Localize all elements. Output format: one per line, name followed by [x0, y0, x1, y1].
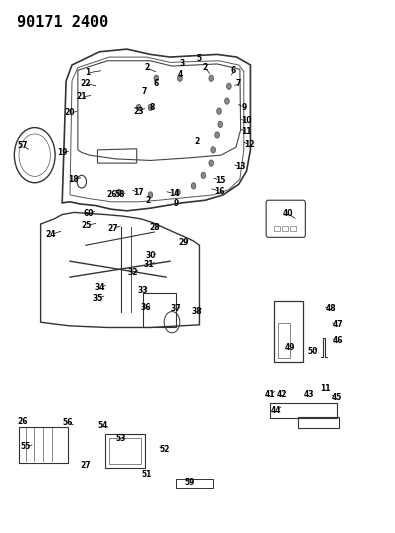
Text: 9: 9	[241, 103, 246, 112]
Text: 54: 54	[98, 421, 108, 430]
Text: 18: 18	[69, 174, 79, 183]
Text: 59: 59	[184, 478, 195, 487]
Text: 23: 23	[134, 107, 144, 116]
Text: 53: 53	[116, 434, 126, 443]
Circle shape	[209, 75, 214, 82]
Text: 47: 47	[332, 320, 343, 329]
Text: 8: 8	[150, 103, 155, 112]
Text: 38: 38	[192, 307, 202, 316]
Text: 21: 21	[77, 92, 87, 101]
Circle shape	[177, 75, 182, 82]
Text: 10: 10	[241, 116, 252, 125]
Text: 6: 6	[154, 79, 159, 88]
Text: 2: 2	[146, 196, 151, 205]
Circle shape	[136, 104, 141, 111]
Text: 11: 11	[241, 127, 252, 136]
Text: 30: 30	[146, 252, 156, 261]
Circle shape	[225, 98, 229, 104]
Text: 40: 40	[282, 209, 293, 218]
Text: 27: 27	[81, 461, 91, 470]
Text: 7: 7	[236, 79, 241, 88]
Text: 26: 26	[18, 417, 28, 426]
Text: 44: 44	[271, 406, 281, 415]
Circle shape	[175, 189, 180, 196]
Text: 25: 25	[82, 221, 92, 230]
Circle shape	[117, 189, 121, 196]
Bar	[19, 426, 68, 463]
Text: 2: 2	[203, 63, 208, 72]
Text: 16: 16	[214, 187, 225, 196]
Text: 20: 20	[65, 108, 75, 117]
Text: 9: 9	[173, 199, 179, 208]
Text: 60: 60	[83, 209, 94, 218]
Text: 28: 28	[149, 223, 160, 232]
Text: 51: 51	[141, 470, 152, 479]
Text: 90171 2400: 90171 2400	[17, 14, 108, 30]
Bar	[297, 417, 339, 428]
Text: 26: 26	[106, 190, 117, 199]
Text: 4: 4	[177, 70, 182, 79]
Circle shape	[218, 121, 223, 127]
Text: 12: 12	[245, 140, 255, 149]
Text: 22: 22	[81, 79, 91, 88]
Text: 50: 50	[307, 347, 318, 356]
Circle shape	[211, 147, 216, 153]
Text: 42: 42	[276, 390, 287, 399]
Bar	[274, 301, 303, 362]
Text: 13: 13	[235, 163, 246, 171]
Text: 17: 17	[134, 188, 144, 197]
Text: 7: 7	[142, 87, 147, 96]
Circle shape	[201, 172, 206, 179]
Bar	[290, 225, 295, 231]
Text: 46: 46	[333, 336, 343, 345]
Text: 1: 1	[85, 68, 90, 77]
Circle shape	[154, 75, 159, 82]
Text: 32: 32	[128, 268, 138, 277]
Bar	[176, 479, 213, 488]
Text: 57: 57	[18, 141, 28, 150]
Text: 6: 6	[230, 66, 235, 75]
Text: 49: 49	[284, 343, 295, 352]
Text: 56: 56	[63, 418, 73, 427]
Bar	[278, 323, 290, 358]
Bar	[109, 438, 141, 464]
Text: 48: 48	[325, 304, 336, 313]
Text: 52: 52	[159, 445, 169, 454]
Circle shape	[148, 192, 153, 198]
Text: 36: 36	[141, 303, 151, 312]
Text: 58: 58	[115, 190, 125, 199]
Bar	[143, 293, 176, 327]
Text: 2: 2	[144, 63, 149, 72]
Text: 55: 55	[21, 442, 31, 451]
Text: 35: 35	[93, 294, 103, 303]
Text: 34: 34	[94, 283, 105, 292]
Text: 33: 33	[137, 286, 148, 295]
Text: 45: 45	[331, 393, 342, 402]
Circle shape	[209, 160, 214, 166]
Text: 19: 19	[57, 148, 68, 157]
Circle shape	[226, 83, 231, 90]
Text: 41: 41	[265, 390, 275, 399]
Bar	[270, 403, 337, 418]
Text: 43: 43	[304, 390, 314, 399]
Bar	[105, 433, 145, 468]
Text: 11: 11	[320, 384, 330, 393]
Text: 14: 14	[169, 189, 179, 198]
Bar	[282, 225, 288, 231]
Circle shape	[148, 104, 153, 111]
Text: 24: 24	[45, 230, 56, 239]
Text: 29: 29	[179, 238, 189, 247]
Text: 3: 3	[179, 60, 184, 68]
Text: 37: 37	[171, 304, 181, 313]
Circle shape	[215, 132, 220, 138]
Circle shape	[191, 183, 196, 189]
Text: 5: 5	[197, 54, 202, 62]
Text: 31: 31	[144, 261, 154, 269]
Bar	[274, 225, 280, 231]
Text: 15: 15	[214, 175, 225, 184]
Text: 27: 27	[108, 224, 118, 233]
Text: 2: 2	[195, 138, 200, 147]
Circle shape	[217, 108, 222, 114]
